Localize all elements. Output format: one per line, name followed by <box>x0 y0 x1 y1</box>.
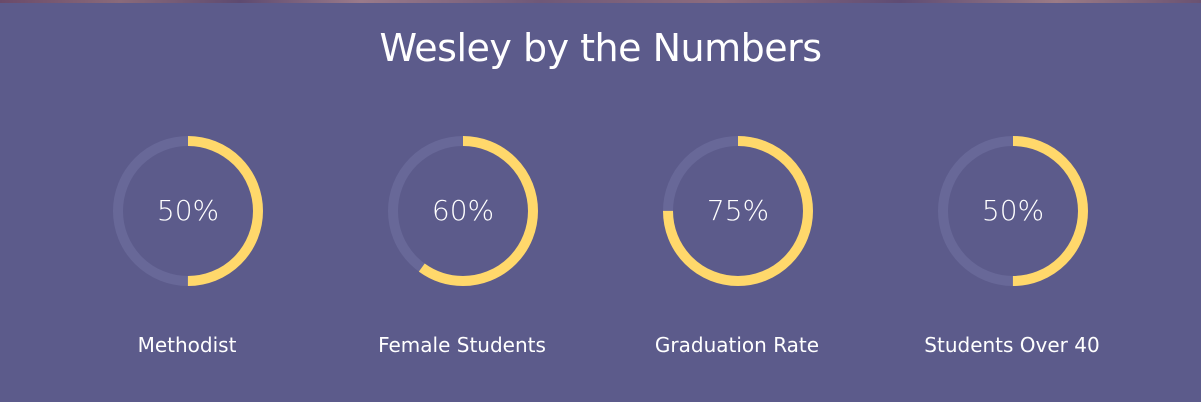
stat-value: 75% <box>706 194 770 227</box>
progress-ring: 75% <box>662 135 814 287</box>
progress-ring: 50% <box>112 135 264 287</box>
progress-ring: 60% <box>387 135 539 287</box>
stat-students-over-40: 50% Students Over 40 <box>892 135 1132 375</box>
progress-ring: 50% <box>937 135 1089 287</box>
stat-label: Female Students <box>378 333 546 357</box>
stat-label: Graduation Rate <box>654 333 820 357</box>
stat-value: 50% <box>981 194 1045 227</box>
stat-value: 50% <box>156 194 220 227</box>
hero-image-strip <box>0 0 1201 3</box>
stat-label: Students Over 40 <box>924 333 1100 357</box>
stat-methodist: 50% Methodist <box>67 135 307 375</box>
stat-female-students: 60% Female Students <box>342 135 582 375</box>
stat-label: Methodist <box>137 333 237 357</box>
section-title: Wesley by the Numbers <box>379 26 822 70</box>
stat-value: 60% <box>431 194 495 227</box>
stat-graduation-rate: 75% Graduation Rate <box>617 135 857 375</box>
